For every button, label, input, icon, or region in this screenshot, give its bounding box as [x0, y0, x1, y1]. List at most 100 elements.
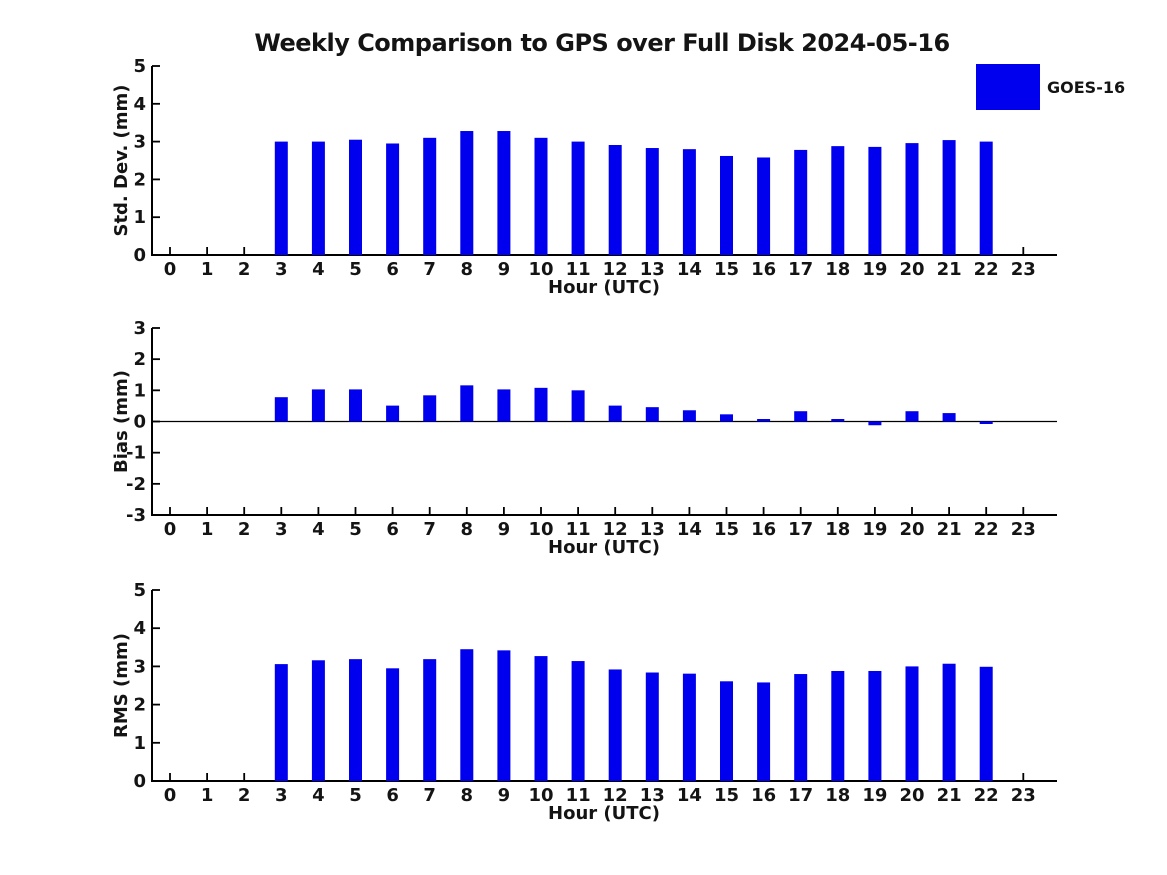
- bias-xtick-label-8: 8: [461, 519, 474, 540]
- bias-xtick-label-14: 14: [677, 519, 702, 540]
- bias-bar-hour-3: [274, 397, 288, 422]
- rms-xtick-label-15: 15: [714, 785, 739, 806]
- bias-xtick-label-7: 7: [423, 519, 436, 540]
- rms-panel: 0 1 2 3 4 5 6 7 8 9 10 11 12 13 14 15 16 17 18 19 20 21 22 2301…: [133, 580, 1057, 806]
- rms-bar-hour-18: [831, 670, 845, 781]
- std_dev-bar-hour-7: [423, 137, 437, 255]
- rms-bar-hour-20: [905, 666, 919, 781]
- bias-xtick-label-6: 6: [386, 519, 399, 540]
- rms-bar-hour-12: [608, 669, 622, 781]
- std_dev-xtick-label-16: 16: [751, 259, 776, 280]
- std_dev-bar-hour-5: [349, 139, 362, 255]
- rms-xtick-label-12: 12: [603, 785, 628, 806]
- bias-bar-hour-17: [794, 411, 808, 422]
- rms-xtick-label-5: 5: [349, 785, 362, 806]
- std_dev-xtick-label-1: 1: [201, 259, 214, 280]
- std_dev-xtick-label-12: 12: [603, 259, 628, 280]
- std_dev-xtick-label-13: 13: [640, 259, 665, 280]
- bias-xtick-label-18: 18: [825, 519, 850, 540]
- y-axis-label-bias: Bias (mm): [111, 370, 132, 473]
- std_dev-ytick-label-5: 5: [133, 56, 146, 77]
- bias-bar-hour-19: [868, 421, 882, 426]
- bias-bar-hour-20: [905, 411, 919, 422]
- std_dev-xtick-label-5: 5: [349, 259, 362, 280]
- std_dev-bar-hour-21: [942, 140, 956, 255]
- bias-bar-hour-15: [720, 414, 733, 422]
- rms-bar-hour-19: [868, 670, 882, 781]
- std_dev-xtick-label-2: 2: [238, 259, 251, 280]
- rms-bar-hour-10: [534, 656, 548, 781]
- rms-ytick-label-3: 3: [133, 656, 146, 677]
- std_dev-ytick-label-4: 4: [133, 94, 146, 115]
- rms-bar-hour-8: [460, 649, 474, 781]
- std_dev-bar-hour-3: [274, 141, 288, 255]
- rms-bar-hour-5: [349, 659, 362, 781]
- rms-ytick-label-2: 2: [133, 695, 146, 716]
- rms-xtick-label-3: 3: [275, 785, 288, 806]
- rms-bar-hour-21: [942, 663, 956, 781]
- std_dev-ytick-label-2: 2: [133, 169, 146, 190]
- x-axis-label-panel3: Hour (UTC): [548, 803, 660, 824]
- std_dev-xtick-label-11: 11: [566, 259, 591, 280]
- bias-xtick-label-22: 22: [974, 519, 999, 540]
- std_dev-xtick-label-9: 9: [498, 259, 511, 280]
- rms-xtick-label-17: 17: [788, 785, 813, 806]
- std_dev-bar-hour-8: [460, 131, 474, 255]
- bias-bar-hour-5: [349, 389, 362, 422]
- bias-xtick-label-12: 12: [603, 519, 628, 540]
- rms-bar-hour-7: [423, 659, 437, 781]
- std_dev-xtick-label-22: 22: [974, 259, 999, 280]
- rms-xtick-label-9: 9: [498, 785, 511, 806]
- rms-xtick-label-20: 20: [899, 785, 924, 806]
- std_dev-ytick-label-1: 1: [133, 207, 146, 228]
- rms-xtick-label-11: 11: [566, 785, 591, 806]
- std_dev-bar-hour-11: [571, 141, 585, 255]
- bias-xtick-label-19: 19: [862, 519, 887, 540]
- bias-xtick-label-9: 9: [498, 519, 511, 540]
- rms-xtick-label-14: 14: [677, 785, 702, 806]
- std_dev-bar-hour-12: [608, 145, 622, 255]
- rms-bar-hour-22: [979, 666, 993, 781]
- bias-xtick-label-0: 0: [164, 519, 177, 540]
- bias-bar-hour-22: [979, 421, 993, 424]
- std_dev-xtick-label-6: 6: [386, 259, 399, 280]
- std_dev-bar-hour-4: [311, 141, 325, 255]
- rms-bar-hour-13: [645, 672, 659, 781]
- rms-ytick-label-5: 5: [133, 580, 146, 601]
- std_dev-xtick-label-0: 0: [164, 259, 177, 280]
- rms-xtick-label-6: 6: [386, 785, 399, 806]
- bias-ytick-label-2: 2: [133, 349, 146, 370]
- rms-bar-hour-11: [571, 661, 585, 781]
- std_dev-bar-hour-6: [386, 143, 400, 255]
- std_dev-xtick-label-4: 4: [312, 259, 325, 280]
- rms-bar-hour-16: [757, 682, 771, 781]
- std_dev-xtick-label-3: 3: [275, 259, 288, 280]
- bias-ytick-label-0: 0: [133, 412, 146, 433]
- std_dev-xtick-label-8: 8: [461, 259, 474, 280]
- rms-xtick-label-18: 18: [825, 785, 850, 806]
- bias-bar-hour-14: [682, 410, 696, 422]
- bias-bar-hour-10: [534, 387, 548, 422]
- bias-panel: 0 1 2 3 4 5 6 7 8 9 10 11 12 13 14 15 16 17 18 19 20 21 22 23-3…: [126, 318, 1057, 540]
- rms-bar-hour-4: [311, 660, 325, 781]
- bias-ytick-label--1: -1: [126, 443, 146, 464]
- bias-xtick-label-20: 20: [899, 519, 924, 540]
- bias-bar-hour-16: [757, 419, 771, 422]
- std_dev-xtick-label-10: 10: [528, 259, 553, 280]
- bias-bar-hour-9: [497, 389, 511, 422]
- rms-xtick-label-22: 22: [974, 785, 999, 806]
- std_dev-xtick-label-20: 20: [899, 259, 924, 280]
- std_dev-xtick-label-23: 23: [1011, 259, 1036, 280]
- rms-xtick-label-4: 4: [312, 785, 325, 806]
- bias-xtick-label-17: 17: [788, 519, 813, 540]
- bias-bar-hour-4: [311, 389, 325, 422]
- rms-bar-hour-9: [497, 650, 511, 781]
- std_dev-bar-hour-18: [831, 146, 845, 255]
- bias-bar-hour-18: [831, 419, 845, 422]
- bias-bar-hour-13: [645, 407, 659, 422]
- std_dev-xtick-label-14: 14: [677, 259, 702, 280]
- std_dev-bar-hour-17: [794, 149, 808, 255]
- rms-bar-hour-15: [720, 681, 733, 781]
